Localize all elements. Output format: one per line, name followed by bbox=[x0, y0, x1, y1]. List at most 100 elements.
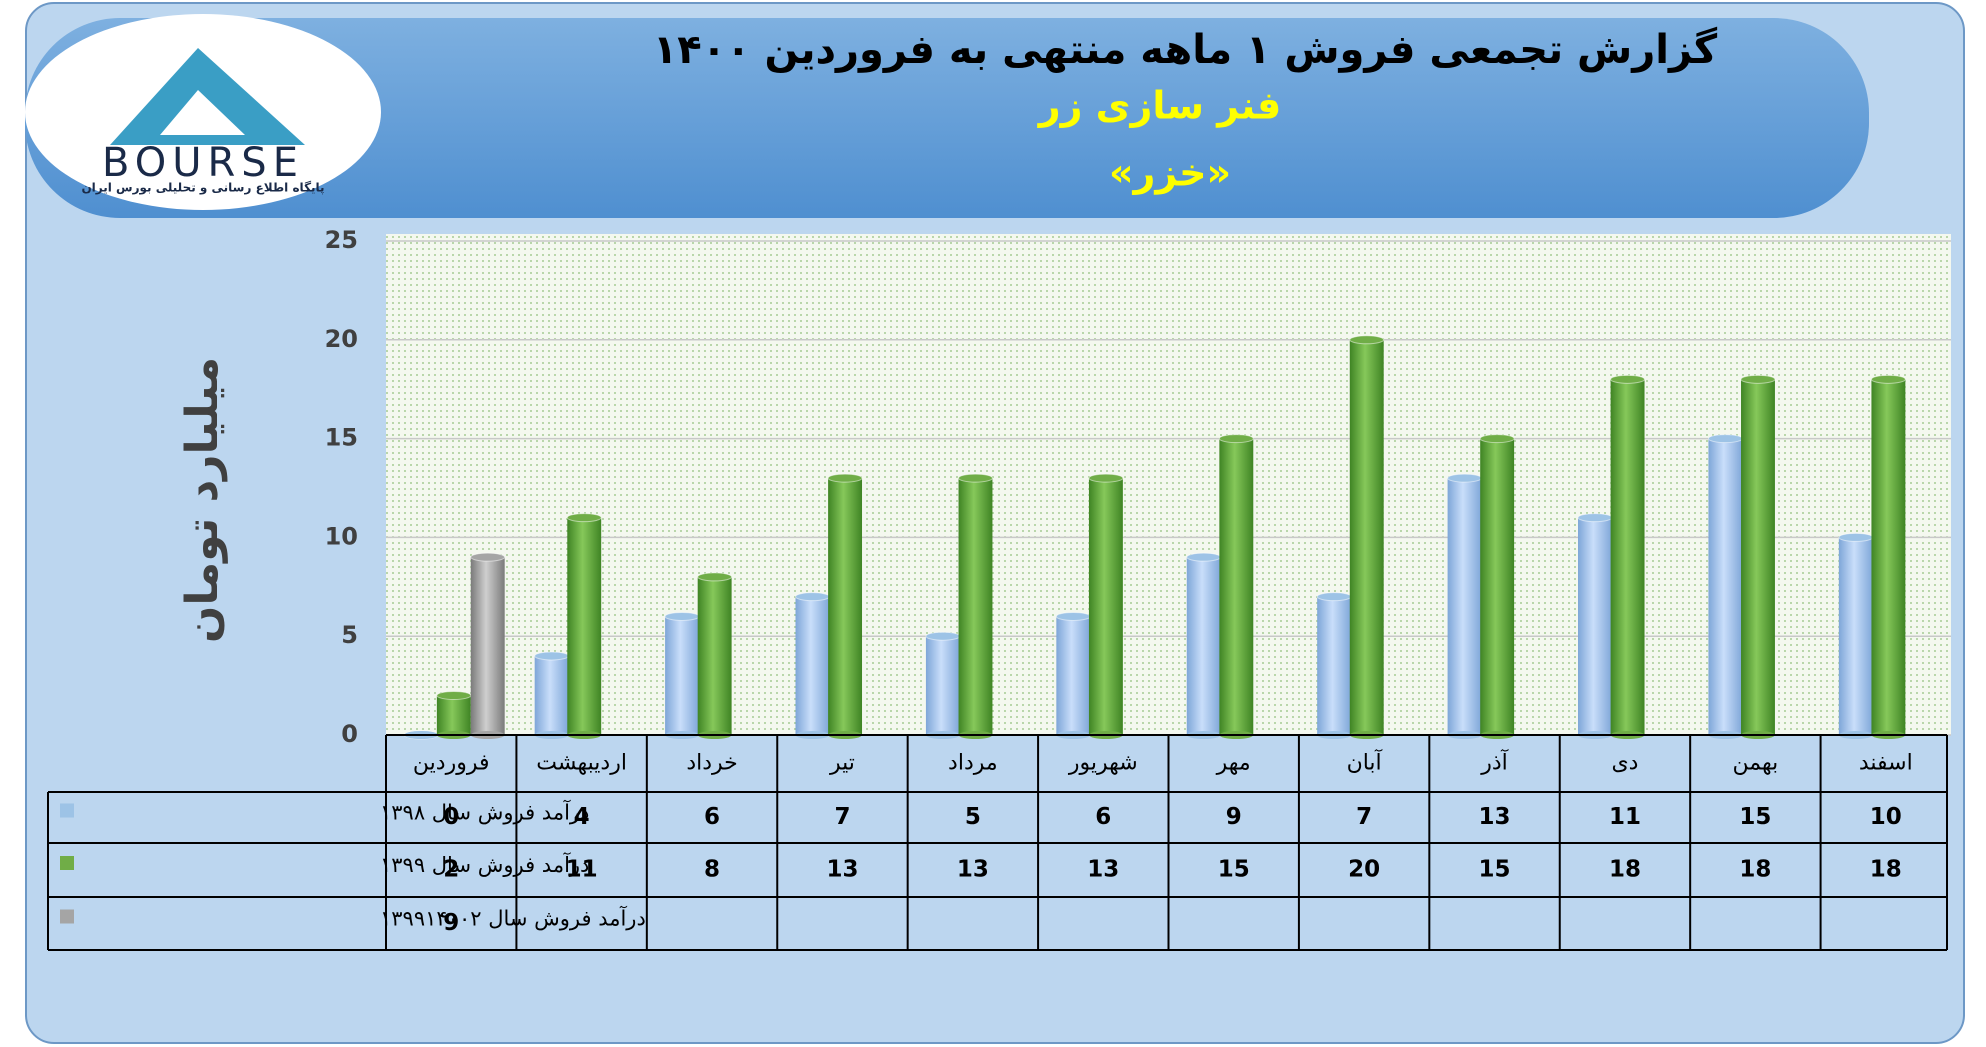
bar bbox=[1056, 616, 1091, 735]
bar bbox=[665, 616, 699, 735]
bar bbox=[1219, 438, 1254, 735]
bar-top bbox=[1316, 592, 1352, 602]
table-value: 11 bbox=[566, 857, 598, 883]
bar bbox=[1317, 596, 1352, 735]
table-value: 13 bbox=[826, 857, 858, 883]
header-band bbox=[25, 18, 1869, 218]
bar-top bbox=[470, 552, 506, 562]
bar-top bbox=[1349, 335, 1385, 345]
bar-top bbox=[1838, 532, 1874, 542]
plot-area bbox=[386, 234, 1951, 735]
bar-top bbox=[1055, 611, 1091, 621]
bar bbox=[697, 576, 732, 735]
table-value: 5 bbox=[965, 804, 981, 830]
y-tick-label: 10 bbox=[325, 522, 358, 550]
x-tick-label: مرداد bbox=[948, 751, 998, 776]
chart-title: گزارش تجمعی فروش ۱ ماهه منتهی به فروردین… bbox=[653, 26, 1718, 73]
x-tick-label: اردیبهشت bbox=[536, 751, 627, 776]
logo-mark-inner bbox=[160, 90, 245, 135]
table-value: 10 bbox=[1870, 804, 1902, 830]
legend-label: درآمد فروش سال ۱۳۹۸ bbox=[380, 800, 589, 825]
table-value: 0 bbox=[443, 804, 459, 830]
y-axis-label: میلیارد تومان bbox=[177, 357, 228, 643]
y-tick-label: 20 bbox=[325, 325, 358, 353]
bar-top bbox=[1088, 473, 1124, 483]
y-tick-label: 15 bbox=[325, 424, 358, 452]
bar-top bbox=[436, 690, 472, 700]
logo-caption: پایگاه اطلاع رسانی و تحلیلی بورس ایران bbox=[81, 181, 324, 196]
logo-mark bbox=[110, 48, 305, 145]
table-value: 9 bbox=[1226, 804, 1242, 830]
bar bbox=[828, 478, 863, 735]
table-value: 6 bbox=[704, 804, 720, 830]
legend-label: درآمد فروش سال ۱۳۹۹ bbox=[380, 852, 589, 877]
chart-subtitle: فنر سازی زر bbox=[1037, 84, 1282, 128]
legend-label: درآمد فروش سال ۱۳۹۹۱۴۰۰۲ bbox=[380, 906, 646, 931]
x-tick-label: آذر bbox=[1480, 749, 1508, 776]
x-tick-label: اسفند bbox=[1859, 751, 1913, 776]
table-value: 13 bbox=[1479, 804, 1511, 830]
bar-top bbox=[664, 611, 700, 621]
legend-swatch bbox=[60, 856, 74, 870]
logo-name: BOURSE bbox=[102, 140, 304, 186]
bar bbox=[1088, 478, 1123, 735]
chart-symbol: «خزر» bbox=[1109, 151, 1231, 195]
bar-top bbox=[925, 631, 961, 641]
bar bbox=[1741, 379, 1775, 735]
bar bbox=[534, 655, 569, 735]
table-value: 8 bbox=[704, 857, 720, 883]
bar bbox=[1447, 478, 1482, 735]
table-value: 18 bbox=[1870, 857, 1902, 883]
x-tick-label: فروردین bbox=[413, 751, 490, 776]
bar-top bbox=[1740, 374, 1776, 384]
bar bbox=[1871, 379, 1906, 735]
bar bbox=[925, 636, 960, 735]
bar bbox=[436, 695, 471, 735]
bar bbox=[1578, 517, 1612, 735]
bar bbox=[958, 478, 993, 735]
bar-top bbox=[1479, 434, 1515, 444]
table-value: 18 bbox=[1739, 857, 1771, 883]
bar-top bbox=[1577, 513, 1613, 523]
bar bbox=[1349, 339, 1384, 735]
bar bbox=[1186, 557, 1221, 735]
bar bbox=[567, 517, 602, 735]
x-tick-label: آبان bbox=[1347, 749, 1383, 776]
table-value: 13 bbox=[1087, 857, 1119, 883]
table-value: 9 bbox=[443, 910, 459, 936]
x-tick-label: مهر bbox=[1216, 751, 1251, 776]
bar bbox=[1610, 379, 1645, 735]
table-value: 2 bbox=[443, 857, 459, 883]
table-value: 18 bbox=[1609, 857, 1641, 883]
x-tick-label: خرداد bbox=[686, 751, 737, 776]
table-value: 11 bbox=[1609, 804, 1641, 830]
bar-top bbox=[1186, 552, 1222, 562]
bar bbox=[1480, 438, 1515, 735]
x-tick-label: تیر bbox=[829, 751, 855, 776]
bar-top bbox=[534, 651, 570, 661]
table-value: 6 bbox=[1095, 804, 1111, 830]
x-tick-label: بهمن bbox=[1733, 751, 1779, 776]
table-value: 15 bbox=[1479, 857, 1511, 883]
bar-top bbox=[697, 572, 733, 582]
legend-swatch bbox=[60, 803, 74, 818]
bar bbox=[1708, 438, 1743, 735]
table-value: 15 bbox=[1739, 804, 1771, 830]
y-tick-label: 0 bbox=[341, 720, 358, 748]
y-tick-label: 5 bbox=[341, 621, 358, 649]
bar-top bbox=[1707, 434, 1743, 444]
bar-top bbox=[1610, 374, 1646, 384]
table-value: 7 bbox=[1356, 804, 1372, 830]
bar-top bbox=[566, 513, 602, 523]
bar-top bbox=[795, 592, 830, 602]
y-tick-label: 25 bbox=[325, 226, 358, 254]
table-value: 15 bbox=[1218, 857, 1250, 883]
bar-top bbox=[958, 473, 993, 483]
x-tick-label: دی bbox=[1611, 751, 1638, 776]
table-value: 20 bbox=[1348, 857, 1380, 883]
bar bbox=[795, 596, 830, 735]
bar-top bbox=[1870, 374, 1906, 384]
table-value: 13 bbox=[957, 857, 989, 883]
bar-top bbox=[827, 473, 863, 483]
